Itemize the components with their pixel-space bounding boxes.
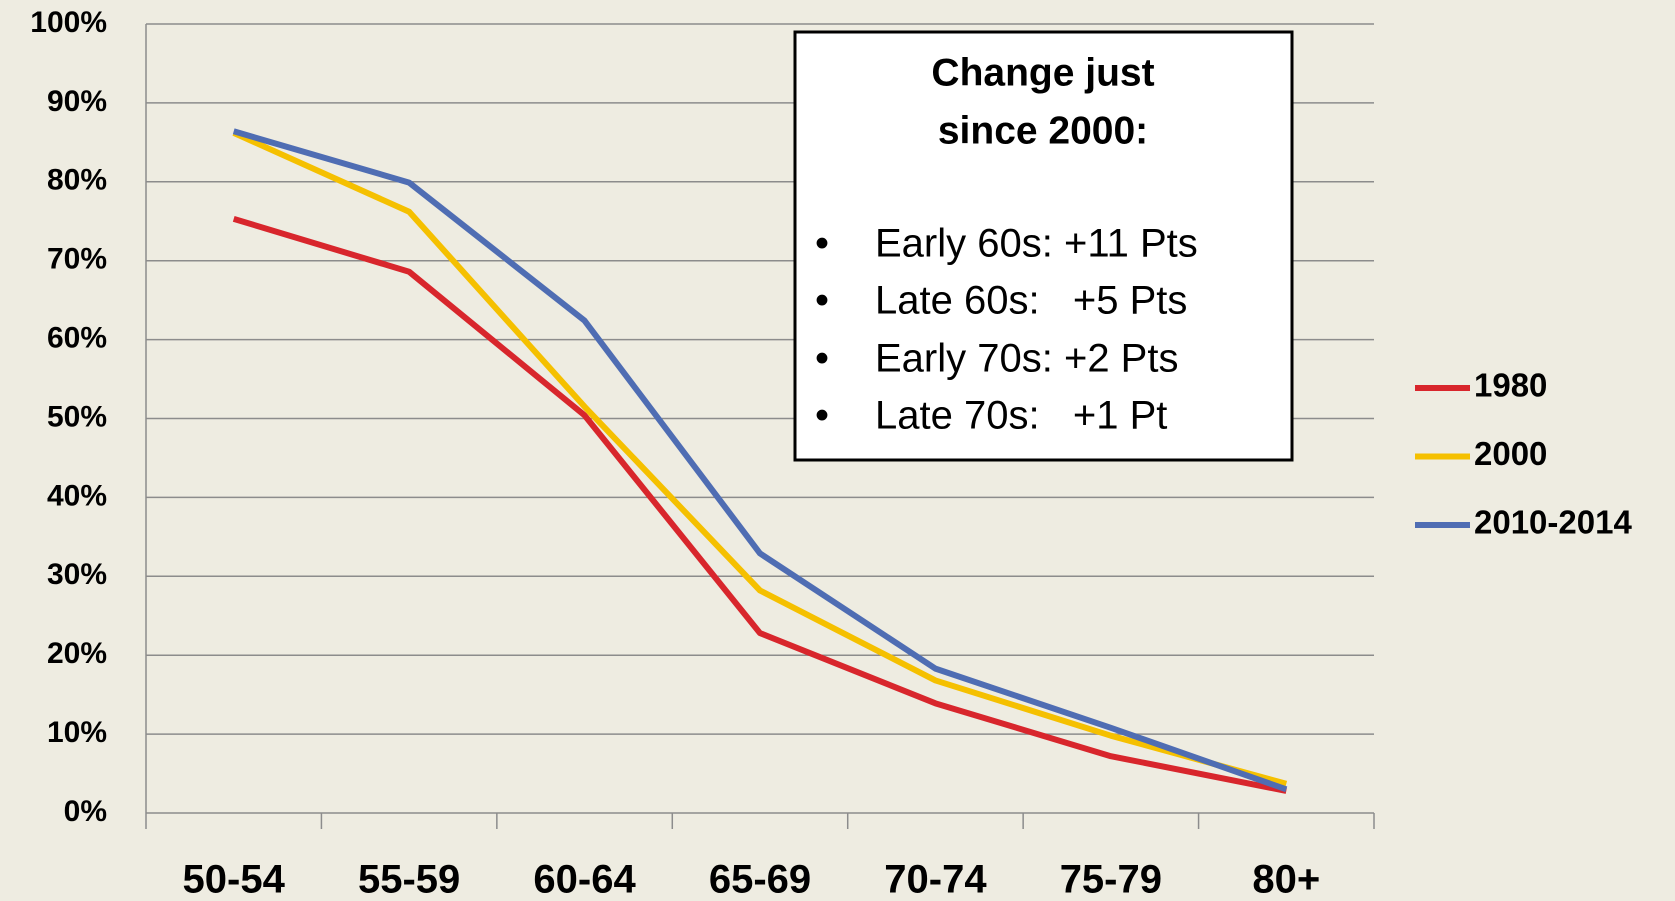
x-tick-label: 50-54 [183,858,286,901]
y-tick-label: 40% [47,479,107,512]
y-tick-label: 10% [47,716,107,749]
y-tick-label: 60% [47,322,107,355]
legend-label: 2010-2014 [1474,504,1632,541]
bullet: • [815,222,829,266]
annotation-item: Late 60s: +5 Pts [875,279,1187,323]
x-tick-label: 60-64 [533,858,636,901]
y-tick-label: 80% [47,164,107,197]
annotation-item: Early 70s: +2 Pts [875,337,1178,381]
y-tick-label: 90% [47,85,107,118]
y-tick-label: 70% [47,243,107,276]
x-tick-label: 55-59 [358,858,460,901]
annotation-box: Change just since 2000: • Early 60s: +11… [793,30,1294,462]
annotation-item: Early 60s: +11 Pts [875,222,1198,266]
legend-label: 1980 [1474,367,1547,404]
annotation-frame [793,30,1294,462]
annotation-title: since 2000: [938,109,1148,152]
x-tick-label: 65-69 [709,858,811,901]
bullet: • [815,394,829,438]
y-tick-label: 30% [47,558,107,591]
series-line [232,128,1288,793]
y-tick-label: 100% [30,6,107,39]
series-line [232,130,1288,787]
y-tick-label: 0% [64,795,107,828]
y-tick-label: 20% [47,637,107,670]
bullet: • [815,279,829,323]
x-tick-label: 70-74 [884,858,987,901]
x-tick-label: 80+ [1252,858,1320,901]
annotation-item: Late 70s: +1 Pt [875,394,1167,438]
annotation-title: Change just [931,51,1154,94]
bullet: • [815,337,829,381]
legend-label: 2000 [1474,435,1547,472]
x-tick-label: 75-79 [1060,858,1162,901]
y-tick-label: 50% [47,400,107,433]
series-line [232,216,1287,794]
